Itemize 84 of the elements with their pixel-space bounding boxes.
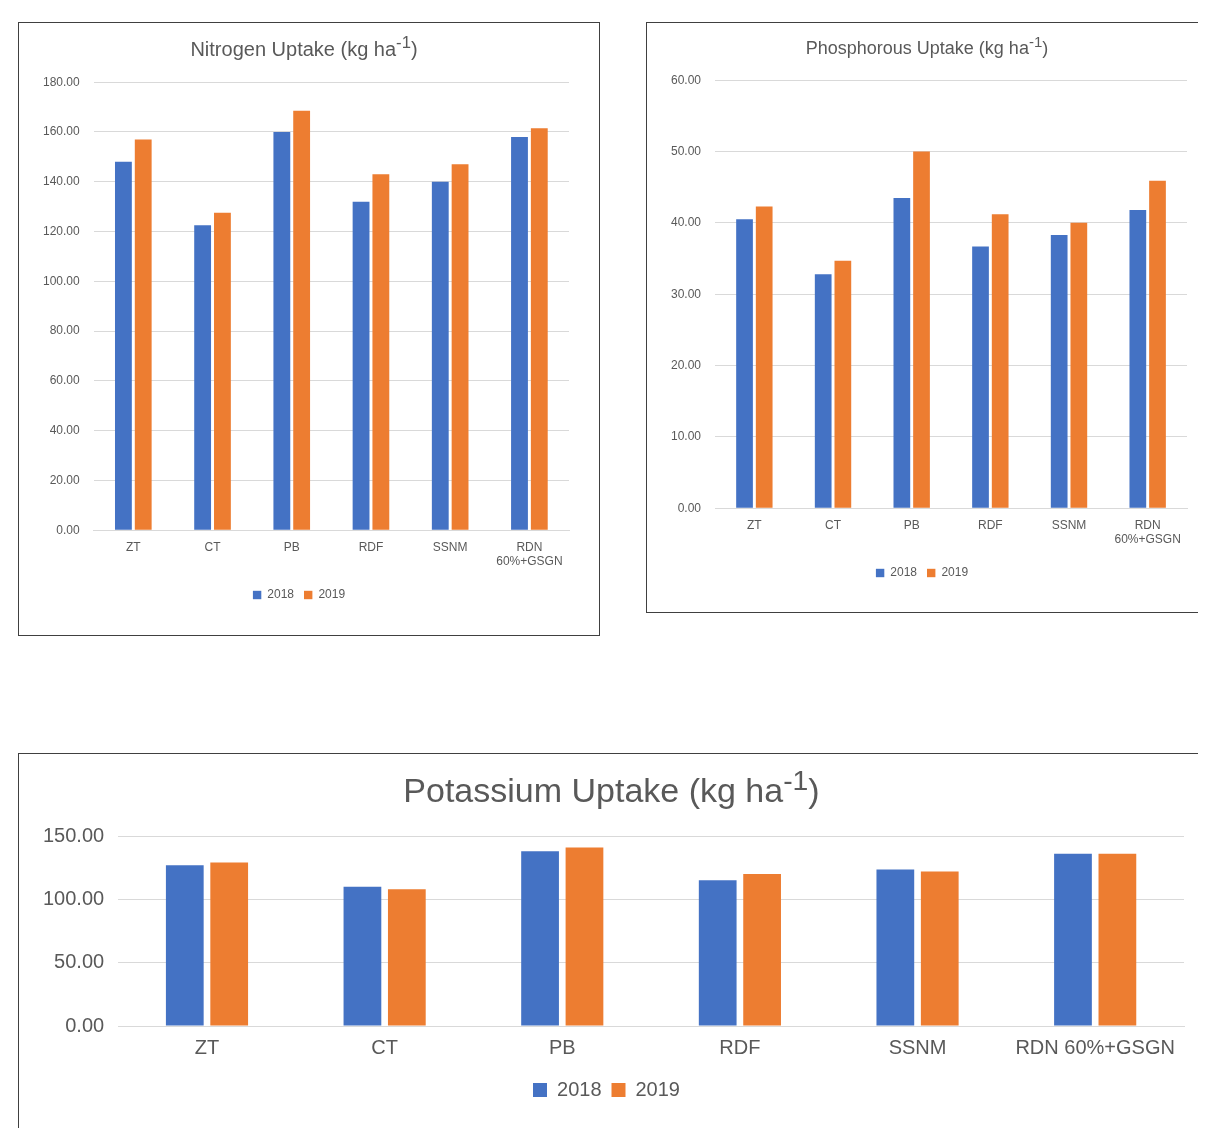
bar bbox=[1050, 234, 1068, 508]
bar bbox=[210, 862, 249, 1026]
y-tick-label: 40.00 bbox=[49, 422, 81, 437]
chart-title: Potassium Uptake (kg ha$^{-1}$) bbox=[402, 764, 821, 811]
bar bbox=[920, 871, 959, 1026]
chart-title: Nitrogen Uptake (kg ha$^{-1}$) bbox=[189, 33, 419, 61]
legend-label: 2018 bbox=[890, 565, 918, 580]
bar bbox=[431, 181, 449, 530]
y-tick-label: 180.00 bbox=[43, 74, 81, 89]
legend-label: 2018 bbox=[557, 1077, 602, 1100]
x-tick-label: ZT bbox=[747, 517, 763, 532]
bar bbox=[214, 212, 231, 530]
y-tick-label: 100.00 bbox=[43, 887, 105, 910]
legend-label: 2019 bbox=[635, 1077, 680, 1100]
bar bbox=[521, 851, 559, 1026]
x-tick-label: RDF bbox=[358, 539, 384, 554]
bar bbox=[893, 197, 911, 508]
y-tick-label: 140.00 bbox=[43, 173, 81, 188]
y-tick-label: 150.00 bbox=[43, 823, 105, 846]
bar bbox=[387, 889, 426, 1026]
bar bbox=[743, 874, 781, 1026]
bar bbox=[372, 173, 390, 530]
legend-label: 2018 bbox=[267, 586, 295, 601]
x-tick-label: CT bbox=[204, 539, 222, 554]
bar bbox=[530, 127, 548, 530]
x-tick-label: CT bbox=[371, 1035, 398, 1058]
y-tick-label: 50.00 bbox=[54, 950, 105, 973]
x-tick-label: ZT bbox=[125, 539, 142, 554]
x-tick-label: PB bbox=[903, 517, 920, 532]
bar bbox=[972, 246, 989, 508]
y-tick-label: 50.00 bbox=[671, 143, 702, 158]
y-tick-label: 0.00 bbox=[56, 522, 81, 537]
y-tick-label: 30.00 bbox=[671, 286, 702, 301]
y-tick-label: 20.00 bbox=[49, 472, 81, 487]
bar bbox=[352, 201, 370, 530]
bar bbox=[293, 110, 311, 530]
x-tick-label: RDN 60%+GSGN bbox=[496, 539, 563, 568]
y-tick-label: 80.00 bbox=[49, 323, 81, 338]
y-tick-label: 20.00 bbox=[671, 357, 702, 372]
x-tick-label: SSNM bbox=[432, 539, 468, 554]
chart-title: Phosphorous Uptake (kg ha$^{-1}$) bbox=[804, 33, 1050, 59]
bar bbox=[1098, 854, 1137, 1026]
x-tick-label: PB bbox=[283, 539, 300, 554]
bar bbox=[273, 131, 291, 530]
bar bbox=[876, 869, 915, 1026]
x-tick-label: SSNM bbox=[1051, 517, 1087, 532]
bar bbox=[698, 880, 737, 1026]
bar bbox=[1129, 210, 1147, 508]
x-tick-label: RDF bbox=[719, 1035, 761, 1058]
bar bbox=[451, 163, 469, 530]
bar bbox=[834, 260, 852, 508]
y-tick-label: 60.00 bbox=[671, 72, 702, 87]
x-tick-label: RDN 60%+GSGN bbox=[1015, 1035, 1175, 1058]
bar bbox=[1149, 180, 1166, 508]
y-tick-label: 40.00 bbox=[671, 215, 702, 230]
y-tick-label: 60.00 bbox=[49, 372, 81, 387]
bar bbox=[114, 161, 132, 530]
bar bbox=[913, 151, 930, 508]
bar bbox=[755, 206, 773, 508]
y-tick-label: 0.00 bbox=[65, 1013, 105, 1036]
bar bbox=[1070, 222, 1088, 508]
bar bbox=[991, 214, 1009, 508]
bar bbox=[194, 224, 212, 530]
y-tick-label: 10.00 bbox=[671, 429, 702, 444]
bar bbox=[343, 887, 382, 1026]
y-tick-label: 120.00 bbox=[43, 223, 81, 238]
x-tick-label: CT bbox=[825, 517, 842, 532]
bar bbox=[1054, 854, 1092, 1026]
y-tick-label: 0.00 bbox=[677, 500, 702, 515]
x-tick-label: RDF bbox=[978, 517, 1003, 532]
y-tick-label: 100.00 bbox=[43, 273, 81, 288]
x-tick-label: ZT bbox=[194, 1035, 220, 1058]
x-tick-label: SSNM bbox=[888, 1035, 947, 1058]
x-tick-label: RDN 60%+GSGN bbox=[1114, 517, 1181, 547]
bar bbox=[165, 865, 204, 1026]
bar bbox=[134, 139, 152, 530]
bar bbox=[814, 274, 832, 508]
legend-label: 2019 bbox=[941, 565, 969, 580]
bar bbox=[736, 219, 753, 508]
bar bbox=[565, 847, 604, 1026]
legend-label: 2019 bbox=[318, 586, 346, 601]
y-tick-label: 160.00 bbox=[43, 123, 81, 138]
bar bbox=[511, 136, 528, 530]
x-tick-label: PB bbox=[548, 1035, 576, 1058]
